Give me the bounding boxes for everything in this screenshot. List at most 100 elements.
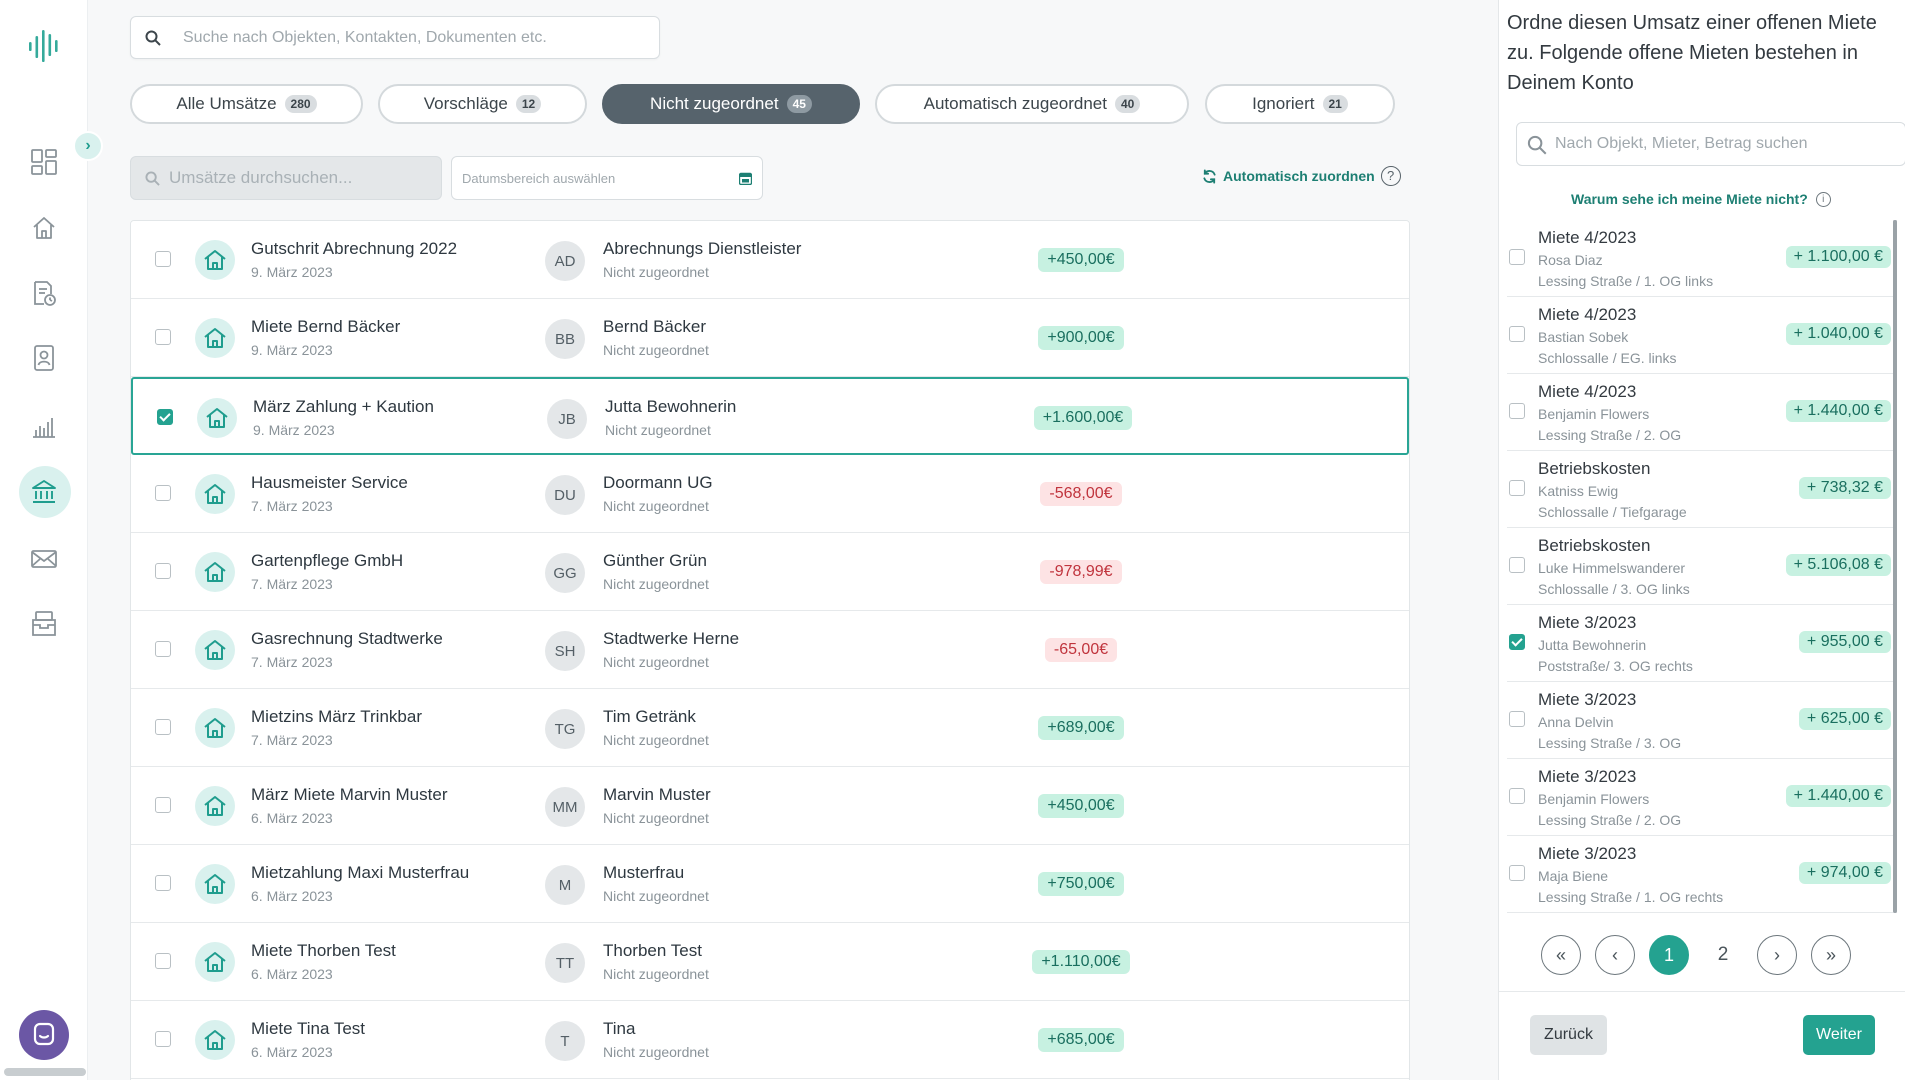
transaction-row[interactable]: Miete Thorben Test 6. März 2023 TT Thorb… — [131, 923, 1409, 1001]
rent-address: Schlossalle / Tiefgarage — [1538, 504, 1687, 520]
tab-nicht-zugeordnet[interactable]: Nicht zugeordnet 45 — [602, 84, 860, 124]
transaction-row[interactable]: Gasrechnung Stadtwerke 7. März 2023 SH S… — [131, 611, 1409, 689]
previous-page-button[interactable]: ‹ — [1595, 935, 1635, 975]
row-checkbox[interactable] — [155, 875, 171, 891]
transaction-search-input[interactable] — [169, 157, 429, 199]
transaction-row-selected[interactable]: März Zahlung + Kaution 9. März 2023 JB J… — [131, 377, 1409, 455]
bank-icon[interactable] — [30, 478, 58, 506]
rent-item[interactable]: Miete 4/2023 Benjamin Flowers Lessing St… — [1507, 374, 1893, 451]
tab-ignoriert[interactable]: Ignoriert 21 — [1205, 84, 1395, 124]
tab-automatisch-zugeordnet[interactable]: Automatisch zugeordnet 40 — [875, 84, 1189, 124]
rent-item[interactable]: Betriebskosten Katniss Ewig Schlossalle … — [1507, 451, 1893, 528]
row-checkbox[interactable] — [155, 563, 171, 579]
page-1-button[interactable]: 1 — [1649, 935, 1689, 975]
last-page-button[interactable]: » — [1811, 935, 1851, 975]
transaction-row[interactable]: Miete Tina Test 6. März 2023 T Tina Nich… — [131, 1001, 1409, 1079]
first-page-button[interactable]: « — [1541, 935, 1581, 975]
row-checkbox[interactable] — [155, 641, 171, 657]
transaction-title: Miete Thorben Test — [251, 941, 396, 960]
transaction-date: 7. März 2023 — [251, 732, 333, 748]
rent-title: Miete 4/2023 — [1538, 382, 1637, 401]
rent-checkbox[interactable] — [1509, 788, 1525, 804]
help-icon[interactable]: ? — [1380, 166, 1401, 186]
avatar: JB — [547, 399, 587, 439]
transaction-date: 6. März 2023 — [251, 888, 333, 904]
calendar-icon[interactable] — [739, 172, 752, 185]
avatar: GG — [545, 553, 585, 593]
amount-value: +685,00€ — [1038, 1028, 1124, 1052]
sidebar-scrollbar[interactable] — [4, 1068, 86, 1076]
rent-search[interactable] — [1516, 122, 1905, 166]
row-checkbox[interactable] — [157, 409, 173, 425]
rent-checkbox[interactable] — [1509, 326, 1525, 342]
auto-assign-label: Automatisch zuordnen — [1223, 168, 1375, 184]
rent-checkbox[interactable] — [1509, 249, 1525, 265]
rent-list-scrollbar[interactable] — [1893, 220, 1897, 913]
rent-checkbox[interactable] — [1509, 557, 1525, 573]
transaction-row[interactable]: Hausmeister Service 7. März 2023 DU Door… — [131, 455, 1409, 533]
rent-item[interactable]: Miete 3/2023 Benjamin Flowers Lessing St… — [1507, 759, 1893, 836]
contacts-icon[interactable] — [30, 344, 58, 372]
amount-value: -568,00€ — [1040, 482, 1122, 506]
row-checkbox[interactable] — [155, 719, 171, 735]
row-checkbox[interactable] — [155, 329, 171, 345]
why-rent-missing-link[interactable]: Warum sehe ich meine Miete nicht? i — [1571, 191, 1831, 207]
rent-checkbox[interactable] — [1509, 403, 1525, 419]
amount-badge: +750,00€ — [981, 872, 1181, 896]
transaction-row[interactable]: Gutschrit Abrechnung 2022 9. März 2023 A… — [131, 221, 1409, 299]
logo-icon[interactable] — [28, 30, 62, 62]
mail-icon[interactable] — [30, 545, 58, 573]
assignment-status: Nicht zugeordnet — [603, 732, 709, 748]
auto-assign-link[interactable]: Automatisch zuordnen ? — [1202, 166, 1401, 186]
rent-address: Lessing Straße / 2. OG — [1538, 812, 1682, 828]
rent-checkbox[interactable] — [1509, 865, 1525, 881]
row-checkbox[interactable] — [155, 1031, 171, 1047]
info-icon[interactable]: i — [1815, 191, 1831, 207]
rent-item[interactable]: Miete 3/2023 Maja Biene Lessing Straße /… — [1507, 836, 1893, 913]
row-checkbox[interactable] — [155, 251, 171, 267]
transaction-row[interactable]: Mietzahlung Maxi Musterfrau 6. März 2023… — [131, 845, 1409, 923]
transaction-date: 7. März 2023 — [251, 576, 333, 592]
global-search-input[interactable] — [183, 17, 643, 58]
tab-count-badge: 21 — [1322, 95, 1348, 113]
global-search[interactable] — [130, 16, 660, 59]
transaction-title: Gartenpflege GmbH — [251, 551, 404, 570]
tab-alle-umsaetze[interactable]: Alle Umsätze 280 — [130, 84, 363, 124]
rent-item-selected[interactable]: Miete 3/2023 Jutta Bewohnerin Poststraße… — [1507, 605, 1893, 682]
rent-item[interactable]: Miete 4/2023 Bastian Sobek Schlossalle /… — [1507, 297, 1893, 374]
document-icon[interactable] — [30, 279, 58, 307]
dashboard-icon[interactable] — [30, 148, 58, 176]
page-2-button[interactable]: 2 — [1703, 935, 1743, 975]
transaction-row[interactable]: März Miete Marvin Muster 6. März 2023 MM… — [131, 767, 1409, 845]
rent-address: Poststraße/ 3. OG rechts — [1538, 658, 1693, 674]
rent-checkbox[interactable] — [1509, 711, 1525, 727]
transaction-row[interactable]: Gartenpflege GmbH 7. März 2023 GG Günthe… — [131, 533, 1409, 611]
next-page-button[interactable]: › — [1757, 935, 1797, 975]
rent-item[interactable]: Miete 3/2023 Anna Delvin Lessing Straße … — [1507, 682, 1893, 759]
rent-search-input[interactable] — [1555, 123, 1895, 165]
tab-label: Nicht zugeordnet — [650, 94, 779, 113]
rent-item[interactable]: Betriebskosten Luke Himmelswanderer Schl… — [1507, 528, 1893, 605]
transaction-search[interactable] — [130, 156, 442, 200]
search-icon — [1527, 135, 1547, 155]
next-button[interactable]: Weiter — [1803, 1015, 1875, 1055]
archive-icon[interactable] — [30, 610, 58, 638]
chart-icon[interactable] — [30, 412, 58, 440]
chat-button[interactable] — [19, 1010, 69, 1060]
transaction-row[interactable]: Miete Bernd Bäcker 9. März 2023 BB Bernd… — [131, 299, 1409, 377]
row-checkbox[interactable] — [155, 953, 171, 969]
rent-address: Lessing Straße / 2. OG — [1538, 427, 1682, 443]
home-icon[interactable] — [30, 214, 58, 242]
rent-item[interactable]: Miete 4/2023 Rosa Diaz Lessing Straße / … — [1507, 220, 1893, 297]
row-checkbox[interactable] — [155, 797, 171, 813]
date-range-picker[interactable] — [451, 156, 763, 200]
back-button[interactable]: Zurück — [1530, 1015, 1607, 1055]
amount-badge: +900,00€ — [981, 326, 1181, 350]
tab-vorschlaege[interactable]: Vorschläge 12 — [378, 84, 587, 124]
transaction-row[interactable]: Mietzins März Trinkbar 7. März 2023 TG T… — [131, 689, 1409, 767]
row-checkbox[interactable] — [155, 485, 171, 501]
sidebar-collapse-button[interactable]: › — [73, 131, 103, 161]
rent-checkbox[interactable] — [1509, 480, 1525, 496]
date-range-input[interactable] — [462, 157, 722, 199]
rent-checkbox[interactable] — [1509, 634, 1525, 650]
